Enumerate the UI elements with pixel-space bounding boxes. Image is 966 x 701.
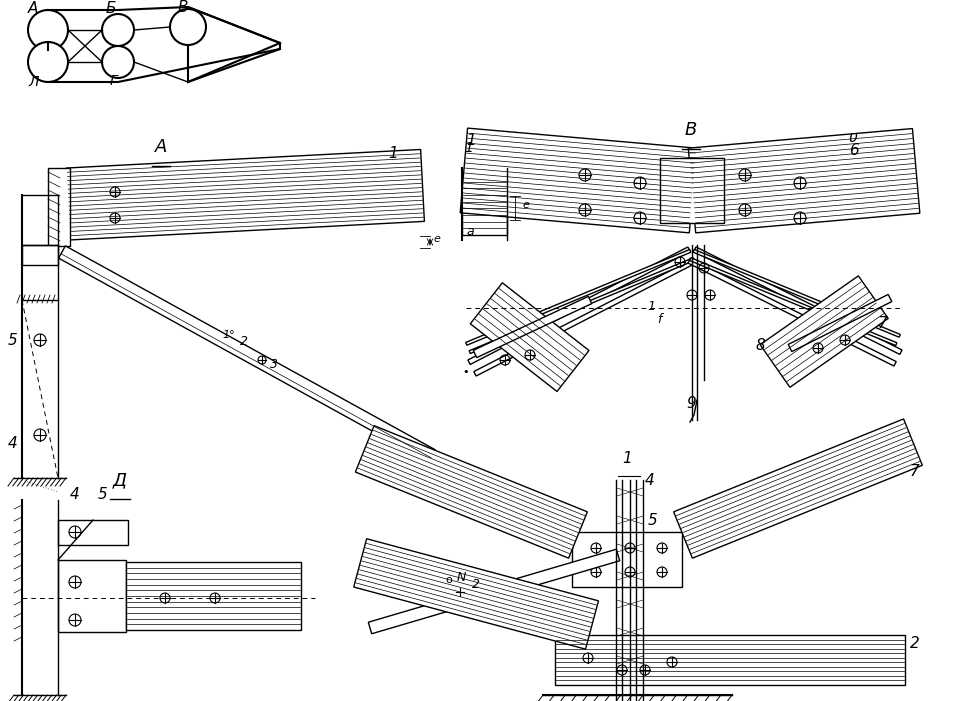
Text: Б: Б (106, 1, 117, 16)
Text: 3: 3 (270, 358, 278, 371)
Text: 5: 5 (98, 487, 108, 502)
Text: 7: 7 (878, 316, 888, 331)
Text: 4: 4 (70, 487, 80, 502)
Text: N: N (457, 571, 467, 584)
Text: 2: 2 (910, 636, 920, 651)
Polygon shape (688, 259, 896, 366)
Text: 1: 1 (464, 141, 473, 155)
Text: 7: 7 (910, 464, 920, 479)
Text: υ: υ (848, 130, 857, 145)
Circle shape (170, 9, 206, 45)
Text: В: В (178, 0, 188, 15)
Text: a: a (466, 225, 473, 238)
Bar (22, 245, 58, 265)
Circle shape (102, 46, 134, 78)
Text: 1: 1 (388, 146, 398, 161)
Polygon shape (690, 258, 896, 346)
Text: 2: 2 (472, 578, 480, 591)
Bar (660, 158, 724, 223)
Bar (48, 168, 70, 246)
Text: 1: 1 (647, 300, 655, 313)
Polygon shape (788, 294, 892, 352)
Polygon shape (468, 247, 690, 365)
Text: А: А (155, 138, 167, 156)
Text: А: А (28, 1, 39, 16)
Circle shape (28, 42, 68, 82)
Bar (470, 283, 589, 391)
Circle shape (102, 14, 134, 46)
Text: e: e (522, 200, 528, 210)
Bar (66, 149, 424, 240)
Text: 1: 1 (622, 451, 632, 466)
Text: 5: 5 (8, 333, 17, 348)
Bar (555, 635, 905, 685)
Polygon shape (473, 297, 592, 358)
Text: 8: 8 (756, 338, 766, 353)
Bar (462, 175, 507, 235)
Bar (760, 276, 888, 387)
Text: 4: 4 (645, 473, 655, 488)
Bar (689, 128, 920, 233)
Polygon shape (694, 247, 902, 355)
Bar (572, 532, 682, 587)
Text: 1°: 1° (222, 330, 235, 340)
Polygon shape (368, 550, 620, 634)
Text: 1: 1 (466, 133, 475, 148)
Polygon shape (694, 250, 900, 337)
Bar (354, 539, 599, 649)
Text: e: e (433, 234, 440, 244)
Polygon shape (474, 259, 696, 376)
Bar (673, 419, 923, 558)
Bar (58, 520, 128, 545)
Polygon shape (59, 246, 436, 462)
Text: f: f (657, 313, 662, 326)
Text: Л: Л (28, 75, 39, 89)
Text: o: o (445, 575, 452, 585)
Text: В: В (685, 121, 697, 139)
Text: 9: 9 (686, 396, 696, 411)
Text: 5: 5 (648, 513, 658, 528)
Bar (460, 128, 696, 233)
Text: •: • (462, 367, 469, 377)
Polygon shape (466, 250, 691, 345)
Circle shape (28, 10, 68, 50)
Text: Г: Г (110, 74, 118, 88)
Text: Д: Д (113, 471, 128, 489)
Bar (126, 562, 301, 630)
Text: 6: 6 (849, 143, 859, 158)
Text: 4: 4 (8, 436, 17, 451)
Bar (58, 560, 126, 632)
Polygon shape (469, 258, 695, 353)
Bar (355, 426, 587, 558)
Text: 2: 2 (240, 335, 248, 348)
